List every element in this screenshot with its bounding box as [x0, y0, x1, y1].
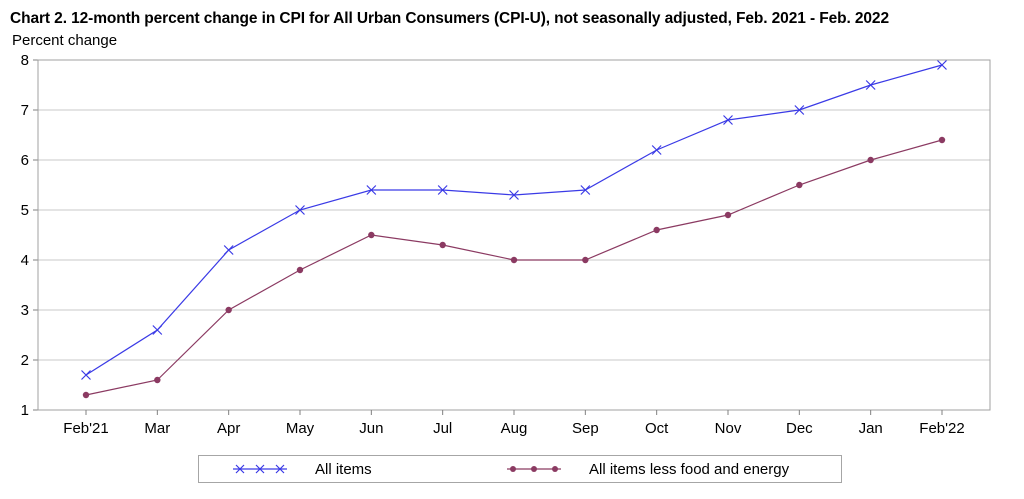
legend-label: All items	[315, 460, 372, 478]
data-point	[368, 231, 375, 239]
data-point	[723, 115, 733, 125]
data-point	[651, 145, 662, 155]
data-point	[82, 391, 90, 399]
y-tick-label: 5	[21, 202, 29, 219]
data-point	[580, 185, 591, 195]
x-tick-label: Sep	[572, 420, 599, 437]
x-tick-label: Apr	[217, 420, 240, 437]
data-point	[582, 256, 589, 264]
series-1	[82, 136, 946, 399]
y-tick-label: 3	[21, 302, 29, 319]
data-point	[796, 181, 803, 189]
series-group	[81, 60, 947, 399]
legend-item-1: All items less food and energy	[505, 456, 789, 482]
x-tick-label: Feb'22	[919, 420, 964, 437]
x-tick-label: Nov	[715, 420, 742, 437]
data-point	[225, 306, 232, 314]
data-point	[154, 376, 161, 384]
y-axis-label: Percent change	[12, 32, 118, 49]
data-point	[223, 245, 234, 255]
x-tick-label: Mar	[144, 420, 170, 437]
y-tick-label: 4	[21, 252, 29, 269]
x-tick-label: Jan	[859, 420, 883, 437]
x-tick-label: May	[286, 420, 315, 437]
legend-swatch-x-marker	[233, 464, 287, 474]
data-point	[437, 185, 448, 195]
data-point	[867, 156, 874, 164]
data-point	[724, 211, 732, 219]
data-point	[510, 256, 518, 264]
data-point	[296, 266, 304, 274]
data-point	[938, 136, 946, 144]
x-tick-label: Oct	[645, 420, 669, 437]
legend: All items All items less food and energy	[198, 455, 842, 483]
y-tick-label: 1	[21, 402, 29, 419]
legend-label: All items less food and energy	[589, 460, 790, 478]
series-line	[85, 139, 943, 396]
y-tick-label: 6	[21, 152, 29, 169]
x-tick-label: Feb'21	[63, 420, 108, 437]
axes	[33, 59, 991, 415]
chart-title: Chart 2. 12-month percent change in CPI …	[10, 10, 889, 27]
data-point	[794, 105, 805, 115]
data-point	[152, 325, 163, 335]
legend-item-0: All items	[231, 456, 372, 482]
data-point	[653, 226, 660, 234]
data-point	[865, 80, 876, 90]
gridlines	[38, 59, 990, 361]
data-point	[439, 241, 446, 249]
data-point	[295, 205, 305, 215]
y-tick-label: 2	[21, 352, 29, 369]
legend-swatch-dot-marker	[507, 466, 561, 472]
data-point	[366, 185, 377, 195]
x-tick-label: Dec	[786, 420, 813, 437]
data-point	[937, 60, 947, 70]
y-tick-label: 7	[21, 102, 29, 119]
data-point	[81, 370, 91, 380]
series-0	[81, 60, 947, 380]
line-chart: 1 2 3 4 5 6 7 8 Feb'21 Mar Apr May Jun Jul Aug Sep Oct No…	[21, 52, 991, 437]
series-line	[85, 64, 943, 376]
y-tick-label: 8	[21, 52, 29, 69]
x-tick-label: Jul	[433, 420, 452, 437]
data-point	[509, 190, 519, 200]
x-tick-label: Aug	[501, 420, 528, 437]
x-tick-label: Jun	[359, 420, 383, 437]
tick-labels: 1 2 3 4 5 6 7 8 Feb'21 Mar Apr May Jun Jul Aug Sep Oct No…	[21, 52, 965, 437]
